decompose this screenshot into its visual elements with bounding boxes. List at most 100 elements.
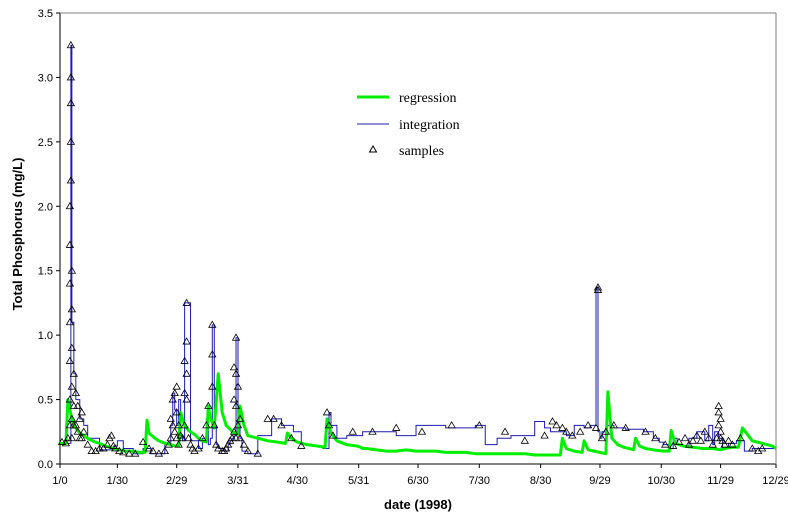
sample-point — [680, 433, 690, 442]
y-tick-label: 3.0 — [38, 72, 53, 84]
sample-point — [392, 423, 401, 431]
sample-point — [641, 427, 650, 435]
sample-point — [328, 431, 338, 439]
x-tick-label: 4/30 — [287, 475, 308, 487]
legend-swatch-samples — [368, 145, 378, 153]
x-tick-label: 12/29 — [762, 475, 788, 487]
sample-point — [540, 431, 549, 439]
sample-point — [714, 401, 723, 409]
sample-point — [57, 437, 67, 445]
sample-point — [168, 421, 177, 429]
sample-point — [172, 433, 181, 442]
sample-point — [297, 441, 306, 449]
sample-point — [182, 369, 191, 377]
sample-point — [198, 433, 207, 442]
integration-line — [60, 44, 776, 455]
sample-point — [168, 395, 177, 403]
sample-point — [212, 440, 221, 448]
sample-point — [716, 427, 725, 435]
sample-point — [138, 437, 148, 445]
sample-point — [67, 433, 77, 442]
sample-point — [253, 449, 262, 457]
series-integration — [60, 44, 776, 455]
sample-point — [661, 440, 670, 448]
sample-point — [736, 433, 745, 442]
sample-point — [324, 421, 334, 429]
sample-point — [668, 441, 678, 449]
sample-point — [651, 433, 660, 442]
y-tick-label: 1.0 — [38, 330, 53, 342]
sample-point — [269, 414, 278, 422]
sample-point — [231, 369, 241, 377]
sample-point — [277, 421, 286, 429]
sample-point — [69, 369, 79, 377]
sample-point — [714, 408, 723, 416]
sample-point — [417, 427, 427, 435]
sample-point — [66, 98, 76, 107]
sample-point — [170, 388, 179, 397]
sample-point — [718, 436, 727, 444]
sample-point — [593, 285, 603, 293]
sample-point — [597, 433, 607, 442]
sample-point — [754, 446, 763, 455]
sample-point — [558, 423, 567, 431]
sample-point — [447, 421, 456, 429]
sample-point — [103, 440, 112, 448]
sample-point — [208, 320, 217, 328]
sample-point — [500, 427, 510, 435]
sample-point — [562, 427, 571, 435]
sample-point — [174, 421, 183, 429]
sample-point — [214, 444, 223, 452]
sample-point — [348, 427, 357, 435]
sample-point — [184, 433, 193, 442]
series-regression — [60, 372, 777, 457]
y-tick-label: 2.5 — [38, 137, 53, 149]
sample-point — [178, 433, 187, 442]
sample-point — [73, 401, 82, 409]
sample-point — [231, 333, 241, 341]
sample-point — [105, 433, 114, 442]
x-axis-title: date (1998) — [384, 497, 452, 512]
sample-point — [65, 317, 75, 326]
sample-point — [66, 73, 76, 81]
sample-point — [182, 337, 191, 345]
sample-point — [609, 421, 619, 429]
sample-point — [186, 440, 195, 448]
regression-line — [60, 372, 777, 457]
sample-point — [75, 414, 84, 422]
tick-labels: 0.0 0.5 1.0 1.5 2.0 2.5 3.0 3.5 1/0 1/30 2/29 3/31 4… — [38, 8, 788, 487]
y-tick-label: 1.5 — [38, 266, 53, 278]
sample-point — [160, 446, 170, 455]
sample-point — [202, 421, 211, 429]
sample-point — [71, 421, 81, 429]
sample-point — [235, 433, 245, 442]
sample-point — [170, 427, 179, 435]
sample-point — [287, 433, 296, 442]
sample-point — [708, 440, 717, 448]
y-axis-title: Total Phosphorus (mg/L) — [10, 158, 25, 311]
sample-point — [704, 433, 713, 442]
sample-point — [235, 414, 245, 422]
sample-point — [125, 449, 134, 457]
sample-point — [77, 408, 86, 416]
sample-point — [180, 388, 189, 397]
sample-point — [728, 440, 737, 448]
sample-point — [61, 439, 71, 447]
sample-point — [591, 423, 601, 431]
sample-point — [66, 176, 76, 184]
sample-point — [263, 414, 272, 422]
sample-point — [714, 421, 723, 429]
sample-point — [66, 137, 76, 145]
sample-point — [208, 382, 217, 390]
sample-point — [583, 421, 593, 429]
sample-point — [194, 444, 203, 452]
sample-point — [172, 382, 181, 390]
sample-point — [724, 436, 733, 444]
sample-point — [111, 444, 120, 452]
x-tick-label: 9/29 — [589, 475, 610, 487]
sample-point — [107, 431, 116, 439]
y-tick-label: 0.0 — [38, 459, 53, 471]
sample-point — [692, 431, 702, 439]
sample-point — [601, 427, 611, 435]
sample-point — [621, 423, 630, 431]
